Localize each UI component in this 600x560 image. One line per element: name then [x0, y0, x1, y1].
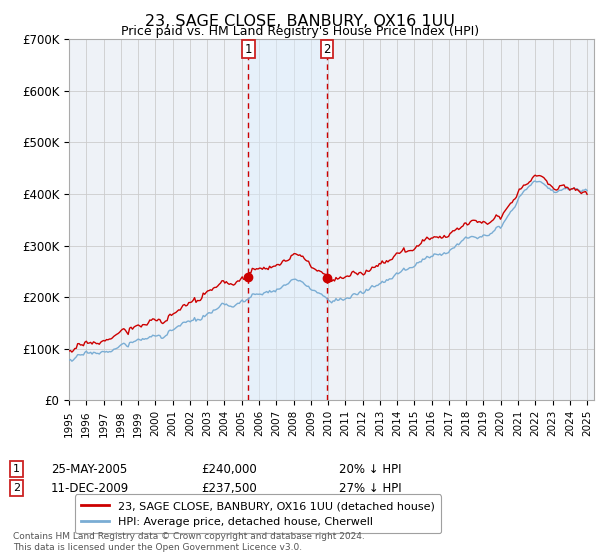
Text: 1: 1 [245, 43, 252, 56]
Legend: 23, SAGE CLOSE, BANBURY, OX16 1UU (detached house), HPI: Average price, detached: 23, SAGE CLOSE, BANBURY, OX16 1UU (detac… [74, 494, 442, 533]
Text: 23, SAGE CLOSE, BANBURY, OX16 1UU: 23, SAGE CLOSE, BANBURY, OX16 1UU [145, 14, 455, 29]
Text: Contains HM Land Registry data © Crown copyright and database right 2024.
This d: Contains HM Land Registry data © Crown c… [13, 532, 365, 552]
Text: 1: 1 [13, 464, 20, 474]
Text: £237,500: £237,500 [201, 482, 257, 495]
Text: 20% ↓ HPI: 20% ↓ HPI [339, 463, 401, 476]
Text: 2: 2 [13, 483, 20, 493]
Text: 25-MAY-2005: 25-MAY-2005 [51, 463, 127, 476]
Text: 11-DEC-2009: 11-DEC-2009 [51, 482, 129, 495]
Bar [248, 39, 327, 400]
Text: Price paid vs. HM Land Registry's House Price Index (HPI): Price paid vs. HM Land Registry's House … [121, 25, 479, 38]
Text: £240,000: £240,000 [201, 463, 257, 476]
Text: 2: 2 [323, 43, 331, 56]
Text: 27% ↓ HPI: 27% ↓ HPI [339, 482, 401, 495]
